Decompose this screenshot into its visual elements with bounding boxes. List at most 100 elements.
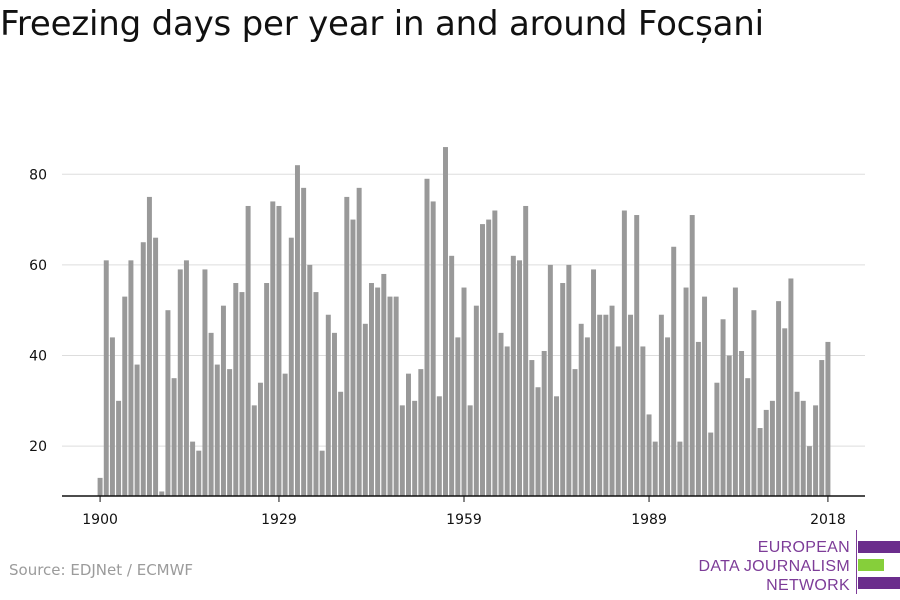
- bar-1923: [239, 292, 245, 496]
- bar-2010: [776, 301, 782, 496]
- bar-1948: [393, 296, 399, 496]
- bar-1929: [276, 205, 282, 496]
- logo-text: EUROPEAN DATA JOURNALISM NETWORK: [699, 538, 850, 595]
- bar-1906: [134, 364, 140, 496]
- bar-1969: [523, 205, 529, 496]
- bar-1943: [362, 323, 368, 496]
- bar-1905: [128, 260, 134, 496]
- logo-line-2: DATA JOURNALISM: [698, 558, 850, 575]
- bars: [97, 147, 831, 497]
- bar-1978: [578, 323, 584, 496]
- bar-1940: [344, 196, 350, 496]
- x-tick-label: 1929: [261, 512, 297, 528]
- bar-1921: [227, 369, 233, 496]
- bar-1922: [233, 283, 239, 496]
- bar-1959: [461, 287, 467, 496]
- bar-1914: [183, 260, 189, 496]
- bar-1912: [171, 378, 177, 496]
- bar-2015: [806, 446, 812, 496]
- bar-2004: [739, 350, 745, 496]
- bar-2009: [769, 400, 775, 496]
- bar-1956: [443, 147, 448, 496]
- x-tick-label: 1989: [631, 512, 667, 528]
- bar-1990: [652, 441, 658, 496]
- bar-2006: [751, 310, 757, 496]
- x-tick-label: 2018: [810, 512, 846, 528]
- bar-1926: [257, 382, 263, 496]
- bar-2001: [720, 319, 726, 496]
- bar-1975: [560, 283, 566, 496]
- edjnet-logo: EUROPEAN DATA JOURNALISM NETWORK: [699, 530, 900, 596]
- y-ticks: 20 40 60 80: [29, 167, 47, 455]
- chart-title: Freezing days per year in and around Foc…: [0, 4, 764, 44]
- bar-2018: [825, 341, 831, 496]
- bar-1915: [190, 441, 196, 496]
- bar-1955: [436, 396, 442, 496]
- bar-1935: [313, 292, 319, 496]
- bar-1996: [689, 215, 695, 497]
- bar-1989: [646, 414, 652, 496]
- bar-1984: [615, 346, 621, 496]
- bar-1947: [387, 296, 393, 496]
- bar-1938: [331, 332, 337, 496]
- bar-1998: [702, 296, 708, 496]
- logo-line-1: EUROPEAN: [757, 539, 850, 556]
- bar-1988: [640, 346, 646, 496]
- bar-1952: [418, 369, 424, 496]
- bar-1977: [572, 369, 578, 496]
- bar-1953: [424, 178, 430, 496]
- bar-1960: [467, 405, 473, 496]
- bar-1910: [159, 491, 165, 496]
- y-tick-label: 80: [29, 167, 47, 183]
- bar-2017: [819, 360, 825, 496]
- bar-1934: [307, 264, 313, 496]
- bar-1930: [282, 373, 288, 496]
- bar-1970: [529, 360, 535, 496]
- bar-1928: [270, 201, 276, 496]
- bar-1965: [498, 332, 504, 496]
- bar-1903: [116, 400, 122, 496]
- bar-1902: [109, 337, 115, 496]
- bar-1907: [140, 242, 146, 496]
- bar-1931: [288, 237, 294, 496]
- bar-1957: [449, 255, 455, 496]
- bar-1968: [517, 260, 522, 496]
- bar-1954: [430, 201, 436, 496]
- bar-1927: [264, 283, 270, 496]
- bar-1945: [375, 287, 381, 496]
- bar-2016: [813, 405, 819, 496]
- bar-1971: [535, 387, 541, 496]
- bar-1995: [683, 287, 689, 496]
- bar-1944: [368, 283, 374, 496]
- y-tick-label: 40: [29, 349, 47, 365]
- logo-bar-green: [858, 559, 884, 571]
- source-note: Source: EDJNet / ECMWF: [9, 561, 194, 579]
- bar-1951: [412, 400, 418, 496]
- bar-2012: [788, 278, 794, 496]
- bar-1924: [245, 205, 251, 496]
- bar-1993: [671, 246, 677, 496]
- bar-2005: [745, 378, 751, 496]
- x-tick-label: 1959: [446, 512, 482, 528]
- bar-1961: [473, 305, 479, 496]
- bar-1987: [634, 215, 640, 497]
- bar-1992: [665, 337, 671, 496]
- bar-1964: [492, 210, 498, 496]
- bar-1911: [165, 310, 171, 496]
- bar-1999: [708, 432, 714, 496]
- bar-1908: [146, 196, 152, 496]
- bar-1939: [338, 391, 344, 496]
- bar-1979: [584, 337, 590, 496]
- bar-1917: [202, 269, 208, 496]
- bar-1997: [695, 341, 701, 496]
- x-tick-label: 1900: [82, 512, 118, 528]
- bar-1946: [381, 273, 387, 496]
- bar-2007: [757, 428, 763, 496]
- bar-1901: [103, 260, 109, 496]
- x-ticks: 1900 1929 1959 1989 2018: [82, 496, 846, 528]
- y-tick-label: 20: [29, 439, 47, 455]
- bar-2013: [794, 391, 800, 496]
- bar-1942: [356, 187, 362, 496]
- bar-1973: [547, 264, 553, 496]
- bar-1985: [621, 210, 627, 496]
